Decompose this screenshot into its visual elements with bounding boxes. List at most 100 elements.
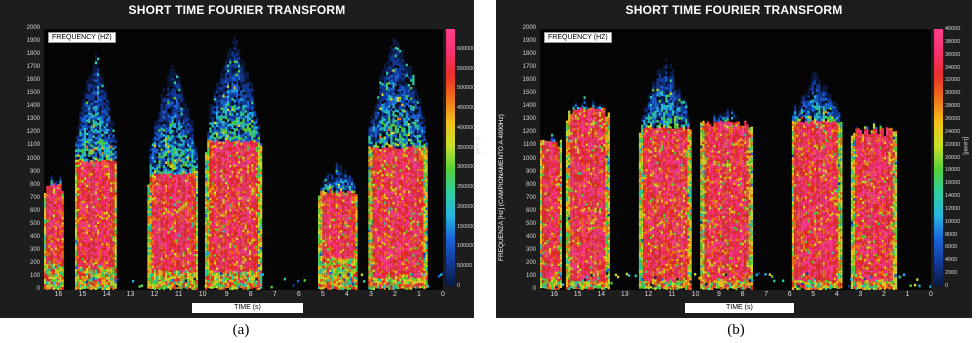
heatmap-cell: [108, 131, 111, 135]
heatmap-cell: [191, 149, 194, 152]
heatmap-cell: [94, 256, 97, 259]
heatmap-cell: [86, 278, 89, 281]
heatmap-cell: [173, 286, 176, 290]
heatmap-cell: [244, 263, 247, 267]
heatmap-cell: [171, 197, 174, 201]
heatmap-cell: [162, 204, 165, 207]
heatmap-cell: [90, 165, 93, 168]
heatmap-cell: [231, 160, 234, 163]
heatmap-cell: [216, 166, 219, 169]
heatmap-cell: [207, 150, 210, 153]
heatmap-cell: [162, 115, 165, 119]
heatmap-cell: [240, 132, 243, 135]
heatmap-cell: [249, 153, 252, 157]
heatmap-cell: [103, 172, 106, 176]
heatmap-cell: [92, 101, 95, 105]
heatmap-cell: [238, 277, 241, 281]
heatmap-cell: [79, 209, 82, 212]
heatmap-cell: [97, 125, 100, 128]
heatmap-cell: [75, 261, 78, 264]
heatmap-cell: [92, 190, 95, 193]
heatmap-cell: [169, 245, 172, 249]
heatmap-cell: [77, 237, 80, 240]
heatmap-cell: [233, 156, 236, 160]
heatmap-cell: [211, 221, 214, 224]
heatmap-cell: [165, 153, 168, 157]
heatmap-cell: [238, 238, 241, 242]
heatmap-cell: [242, 180, 245, 183]
heatmap-cell: [209, 273, 212, 276]
heatmap-cell: [154, 126, 157, 130]
heatmap-cell: [233, 76, 236, 79]
heatmap-cell: [105, 261, 108, 264]
heatmap-cell: [205, 245, 208, 249]
heatmap-cell: [189, 228, 192, 232]
heatmap-cell: [97, 276, 100, 279]
heatmap-cell: [227, 176, 230, 179]
heatmap-cell: [154, 217, 157, 221]
heatmap-cell: [92, 156, 95, 159]
heatmap-cell: [184, 158, 187, 162]
heatmap-cell: [238, 59, 241, 63]
heatmap-cell: [182, 147, 185, 151]
heatmap-cell: [244, 151, 247, 155]
heatmap-cell: [242, 128, 245, 131]
heatmap-cell: [169, 269, 172, 272]
heatmap-cell: [235, 99, 238, 103]
heatmap-cell: [224, 267, 227, 271]
heatmap-cell: [167, 161, 170, 164]
heatmap-cell: [160, 210, 163, 214]
heatmap-cell: [156, 252, 159, 256]
heatmap-cell: [103, 185, 106, 189]
heatmap-cell: [101, 167, 104, 171]
heatmap-cell: [83, 278, 86, 282]
heatmap-cell: [191, 172, 194, 176]
heatmap-cell: [48, 260, 51, 264]
heatmap-cell: [103, 230, 106, 233]
heatmap-cell: [99, 220, 102, 224]
heatmap-cell: [90, 131, 93, 134]
heatmap-cell: [92, 268, 95, 271]
heatmap-cell: [227, 160, 230, 164]
heatmap-cell: [99, 254, 102, 258]
heatmap-cell: [216, 252, 219, 255]
heatmap-cell: [193, 170, 196, 174]
heatmap-cell: [105, 160, 108, 163]
heatmap-cell: [92, 229, 95, 232]
heatmap-cell: [178, 190, 181, 193]
heatmap-cell: [101, 212, 104, 215]
heatmap-cell: [79, 232, 82, 236]
heatmap-cell: [86, 247, 89, 250]
heatmap-cell: [233, 164, 236, 168]
heatmap-cell: [231, 204, 234, 208]
heatmap-cell: [92, 211, 95, 214]
heatmap-cell: [156, 218, 159, 222]
heatmap-cell: [165, 268, 168, 271]
heatmap-cell: [231, 92, 234, 96]
heatmap-cell: [77, 263, 80, 266]
heatmap-cell: [178, 75, 181, 79]
heatmap-cell: [207, 155, 210, 159]
heatmap-cell: [224, 140, 227, 143]
heatmap-cell: [55, 268, 58, 272]
heatmap-cell: [79, 196, 82, 199]
heatmap-cell: [211, 161, 214, 164]
heatmap-cell: [103, 274, 106, 277]
heatmap-cell: [246, 259, 249, 262]
heatmap-cell: [238, 116, 241, 120]
heatmap-cell: [220, 281, 223, 285]
heatmap-cell: [79, 251, 82, 254]
heatmap-cell: [176, 221, 179, 224]
heatmap-cell: [216, 90, 219, 94]
heatmap-cell: [229, 214, 232, 217]
heatmap-cell: [242, 247, 245, 251]
heatmap-cell: [229, 146, 232, 150]
heatmap-cell: [162, 279, 165, 283]
heatmap-cell: [195, 243, 198, 247]
heatmap-cell: [92, 198, 95, 201]
heatmap-cell: [156, 179, 159, 183]
heatmap-cell: [229, 211, 232, 215]
heatmap-cell: [211, 200, 214, 203]
heatmap-cell: [167, 132, 170, 135]
heatmap-cell: [176, 252, 179, 255]
